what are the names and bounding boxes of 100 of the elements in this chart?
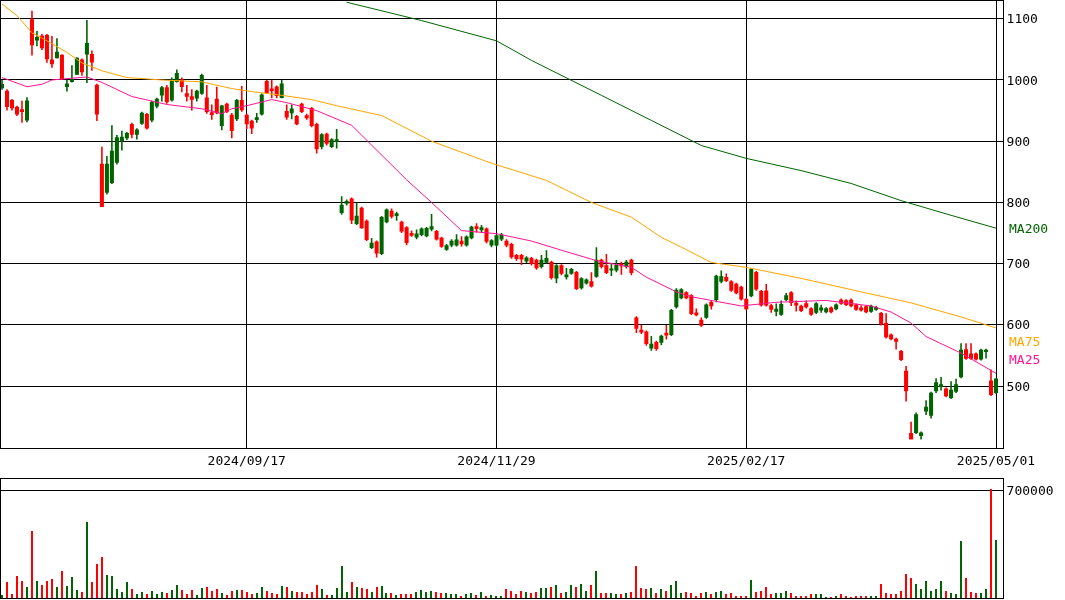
bar [690,593,692,598]
bar [331,595,333,598]
bar [321,589,323,598]
candlestick [754,270,759,292]
candlestick [254,112,259,124]
candlestick [579,276,584,291]
candlestick [54,37,59,60]
y-tick-label: 800 [1006,195,1031,211]
bar [281,586,283,598]
bar [106,575,108,598]
bar [296,592,298,598]
candlestick [369,237,374,250]
bar [161,592,163,598]
bar [940,581,942,598]
bar [221,593,223,598]
candlestick [988,368,994,397]
series-label: MA200 [1009,221,1049,236]
candlestick [89,49,94,72]
bar [490,595,492,598]
bar [995,540,997,598]
candlestick [24,96,29,124]
candlestick [709,300,714,311]
bar [530,593,532,598]
bar [241,590,243,598]
bar [286,587,288,598]
bar [186,594,188,598]
bar [71,577,73,598]
bar [670,585,672,598]
candlestick [259,92,264,117]
bar [111,576,113,598]
candlestick [44,33,49,64]
candlestick [659,333,664,346]
candlestick [829,305,834,315]
bar [810,594,812,598]
candlestick [983,348,989,360]
bar [390,593,392,598]
bar [515,594,517,598]
candlestick [339,195,344,216]
bar [211,591,213,598]
bar [775,593,777,598]
bar [595,571,597,598]
candlestick [554,263,559,285]
bar [336,588,338,598]
candlestick [949,380,954,400]
bar [405,594,407,598]
candlestick [219,104,224,131]
bar [725,594,727,598]
bar [510,591,512,598]
candlestick [49,35,54,69]
candlestick [944,386,949,398]
candlestick [29,10,34,57]
bar [376,587,378,598]
y-tick-label: 1000 [1006,72,1038,88]
bar [445,593,447,598]
bar [136,594,138,598]
candlestick [84,19,89,84]
y-tick-label: 900 [1006,133,1031,149]
bar [700,593,702,598]
bar [276,594,278,598]
candlestick [294,114,299,127]
candlestick [784,292,789,302]
candlestick [324,131,329,147]
candlestick [834,302,839,312]
candlestick [744,297,749,312]
bar [640,588,642,598]
candlestick [34,30,39,48]
bar [880,584,882,598]
candlestick [794,299,799,313]
candlestick [19,100,24,124]
bar [715,592,717,598]
bar [166,593,168,598]
candlestick [479,224,484,234]
bar [475,595,477,598]
bar [820,594,822,598]
series-label: MA75 [1009,334,1041,349]
candlestick [539,254,544,270]
bar [655,593,657,598]
candlestick [574,270,579,291]
bar [346,592,348,598]
bar [470,593,472,598]
candlestick [894,336,899,351]
bar [116,589,118,598]
bar [750,580,752,598]
bar [575,587,577,598]
bar [950,593,952,598]
bar [450,594,452,598]
series-label: MA25 [1009,352,1041,367]
candlestick [979,348,984,362]
line-series [346,1,997,229]
bar [980,593,982,598]
candlestick [59,53,64,81]
candlestick [374,239,379,259]
candlestick [729,279,734,293]
bar [381,586,383,598]
bar [545,588,547,598]
y-tick-label: 700 [1006,256,1031,272]
bar [525,592,527,598]
bar [41,585,43,598]
bar [710,594,712,598]
bar [960,541,962,598]
